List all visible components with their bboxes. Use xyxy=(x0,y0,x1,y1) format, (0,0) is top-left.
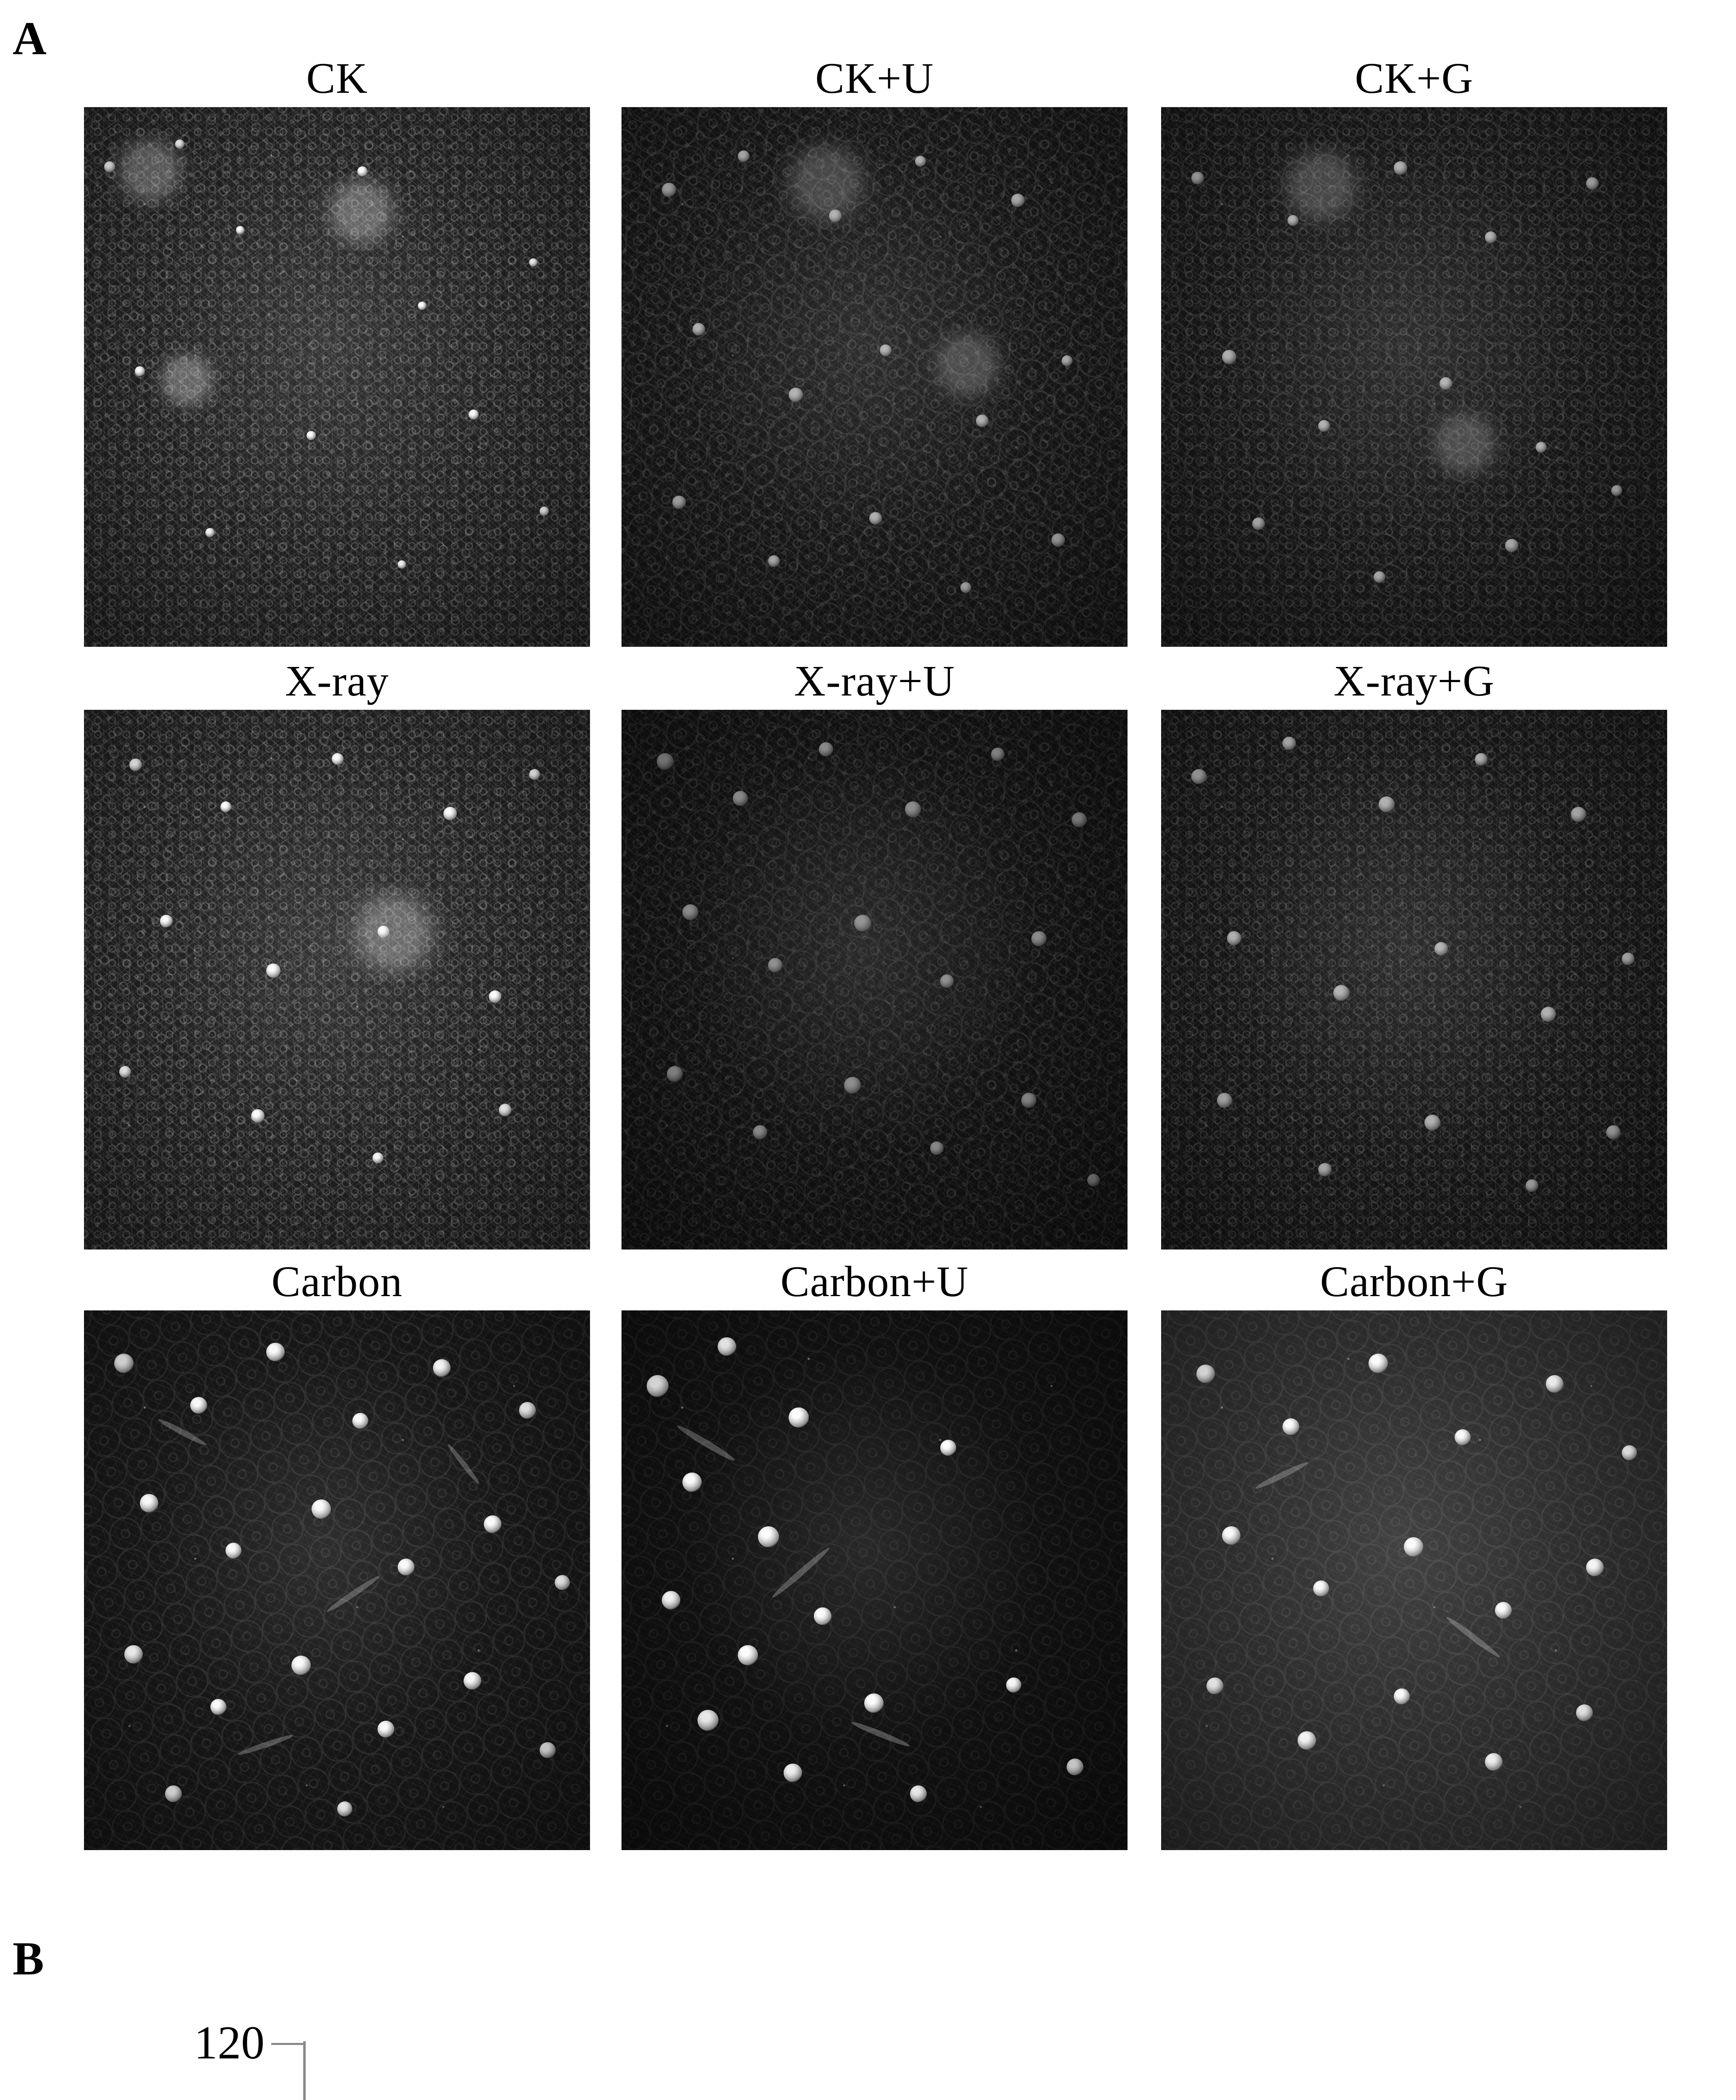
micrograph-cell-xray: X-ray xyxy=(84,659,590,1258)
micrograph-label-carbon-u: Carbon+U xyxy=(780,1257,969,1306)
panel-a-letter: A xyxy=(13,13,47,65)
micrograph-label-ck-g: CK+G xyxy=(1355,54,1474,102)
y-tick xyxy=(271,2043,304,2045)
micrograph-label-carbon-g: Carbon+G xyxy=(1320,1257,1508,1306)
micrograph-label-xray-g: X-ray+G xyxy=(1333,657,1495,705)
micrograph-image-xray xyxy=(84,710,590,1250)
micrograph-cell-ck-g: CK+G xyxy=(1161,57,1667,655)
micrograph-label-ck: CK xyxy=(306,54,368,102)
micrograph-image-ck-g xyxy=(1161,107,1667,647)
micrograph-label-ck-u: CK+U xyxy=(815,54,934,102)
panel-b-letter: B xyxy=(13,1933,44,1985)
micrograph-cell-carbon-u: Carbon+U xyxy=(621,1260,1128,1858)
micrograph-cell-carbon: Carbon xyxy=(84,1260,590,1858)
y-tick-label: 120 xyxy=(194,2017,265,2069)
micrograph-image-carbon xyxy=(84,1310,590,1850)
panel-b: B Survival fraction (%) 020406080100120 … xyxy=(0,1915,1736,2100)
micrograph-image-carbon-g xyxy=(1161,1310,1667,1850)
micrograph-label-carbon: Carbon xyxy=(271,1257,403,1306)
micrograph-label-xray: X-ray xyxy=(285,657,389,705)
bar-chart-plot: 020406080100120 CKCK+UCK+GX-rayX-ray+UX-… xyxy=(0,1915,1736,2100)
micrograph-label-xray-u: X-ray+U xyxy=(794,657,955,705)
micrograph-cell-carbon-g: Carbon+G xyxy=(1161,1260,1667,1858)
y-axis-line xyxy=(303,2041,306,2100)
micrograph-image-carbon-u xyxy=(621,1310,1128,1850)
micrograph-cell-xray-g: X-ray+G xyxy=(1161,659,1667,1258)
micrograph-image-ck xyxy=(84,107,590,647)
micrograph-cell-ck-u: CK+U xyxy=(621,57,1128,655)
panel-a: A CK xyxy=(13,13,1667,1858)
micrograph-image-xray-g xyxy=(1161,710,1667,1250)
micrograph-image-ck-u xyxy=(621,107,1128,647)
micrograph-image-xray-u xyxy=(621,710,1128,1250)
micrograph-cell-xray-u: X-ray+U xyxy=(621,659,1128,1258)
micrograph-cell-ck: CK xyxy=(84,57,590,655)
